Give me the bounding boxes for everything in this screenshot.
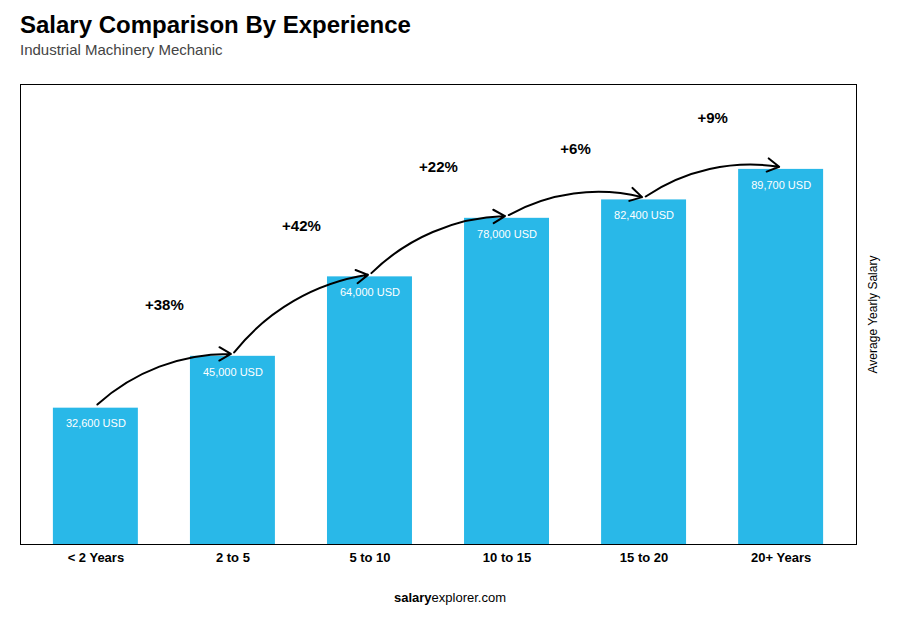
svg-text:< 2 Years: < 2 Years	[68, 550, 125, 565]
svg-text:+22%: +22%	[419, 158, 458, 175]
svg-text:64,000 USD: 64,000 USD	[340, 286, 400, 298]
html-text:Salary Comparison By Experienc: Salary Comparison By Experience	[20, 11, 411, 38]
svg-text:Average Yearly Salary: Average Yearly Salary	[866, 256, 880, 374]
svg-text:15 to 20: 15 to 20	[620, 550, 668, 565]
html-text:salary explorer.com: salary explorer.com	[394, 590, 506, 605]
svg-text:5 to 10: 5 to 10	[349, 550, 390, 565]
html-text:Industrial Machinery Mechanic: Industrial Machinery Mechanic	[20, 41, 223, 58]
svg-text:32,600 USD: 32,600 USD	[66, 417, 126, 429]
svg-text:89,700 USD: 89,700 USD	[751, 179, 811, 191]
svg-text:+42%: +42%	[282, 217, 321, 234]
svg-text:45,000 USD: 45,000 USD	[203, 366, 263, 378]
svg-text:+9%: +9%	[697, 109, 727, 126]
svg-text:+6%: +6%	[560, 140, 590, 157]
svg-text:82,400 USD: 82,400 USD	[614, 209, 674, 221]
svg-text:10 to 15: 10 to 15	[483, 550, 531, 565]
svg-text:78,000 USD: 78,000 USD	[477, 228, 537, 240]
svg-text:+38%: +38%	[145, 296, 184, 313]
svg-text:20+ Years: 20+ Years	[751, 550, 811, 565]
svg-text:2 to 5: 2 to 5	[216, 550, 250, 565]
